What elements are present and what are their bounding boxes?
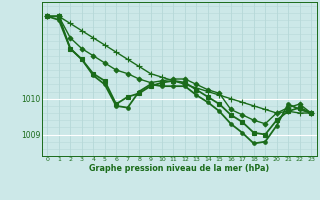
X-axis label: Graphe pression niveau de la mer (hPa): Graphe pression niveau de la mer (hPa) bbox=[89, 164, 269, 173]
